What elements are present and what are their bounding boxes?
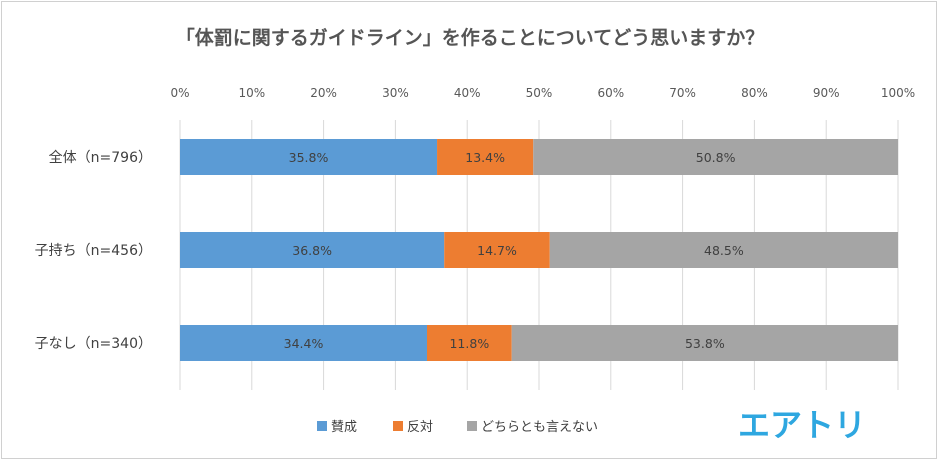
legend-label: 反対	[407, 420, 433, 435]
bar-segment	[437, 139, 534, 175]
bar-segment	[180, 232, 445, 268]
x-tick-label: 20%	[310, 86, 337, 100]
data-label: 36.8%	[292, 243, 332, 258]
x-axis-ticks: 0% 10% 20% 30% 40% 50% 60% 70% 80% 90% 100%	[170, 86, 915, 100]
category-labels: 全体（n=796） 子持ち（n=456） 子なし（n=340）	[35, 149, 152, 352]
data-label: 11.8%	[449, 336, 489, 351]
bar-segment	[180, 139, 438, 175]
legend: 賛成 反対 どちらとも言えない	[317, 420, 598, 435]
category-label: 子持ち（n=456）	[35, 243, 152, 259]
x-tick-label: 70%	[669, 86, 696, 100]
x-tick-label: 10%	[238, 86, 265, 100]
x-tick-label: 50%	[526, 86, 553, 100]
legend-label: どちらとも言えない	[481, 420, 598, 435]
bar-segment	[426, 325, 512, 361]
x-tick-label: 60%	[597, 86, 624, 100]
x-tick-label: 30%	[382, 86, 409, 100]
bar-segment	[549, 232, 898, 268]
legend-swatch	[467, 421, 477, 431]
bars: 35.8% 13.4% 50.8% 36.8% 14.7% 48.5% 34.4% 11.8%…	[180, 139, 898, 361]
data-label: 13.4%	[465, 150, 505, 165]
category-label: 全体（n=796）	[49, 149, 152, 166]
data-label: 34.4%	[284, 336, 324, 351]
bar-segment	[511, 325, 898, 361]
x-tick-label: 100%	[881, 86, 915, 100]
data-label: 50.8%	[696, 150, 736, 165]
x-tick-label: 0%	[170, 86, 189, 100]
x-tick-label: 40%	[454, 86, 481, 100]
x-tick-label: 80%	[741, 86, 768, 100]
legend-swatch	[393, 421, 403, 431]
category-label: 子なし（n=340）	[35, 336, 152, 352]
data-label: 35.8%	[289, 150, 329, 165]
airtrip-logo: エアトリ	[738, 406, 866, 444]
data-label: 14.7%	[477, 243, 517, 258]
data-label: 53.8%	[685, 336, 725, 351]
legend-swatch	[317, 421, 327, 431]
chart-title: 「体罰に関するガイドライン」を作ることについてどう思いますか？	[176, 26, 764, 49]
legend-label: 賛成	[331, 420, 357, 435]
x-tick-label: 90%	[813, 86, 840, 100]
bar-segment	[533, 139, 898, 175]
bar-segment	[444, 232, 550, 268]
data-label: 48.5%	[704, 243, 744, 258]
bar-segment	[180, 325, 427, 361]
